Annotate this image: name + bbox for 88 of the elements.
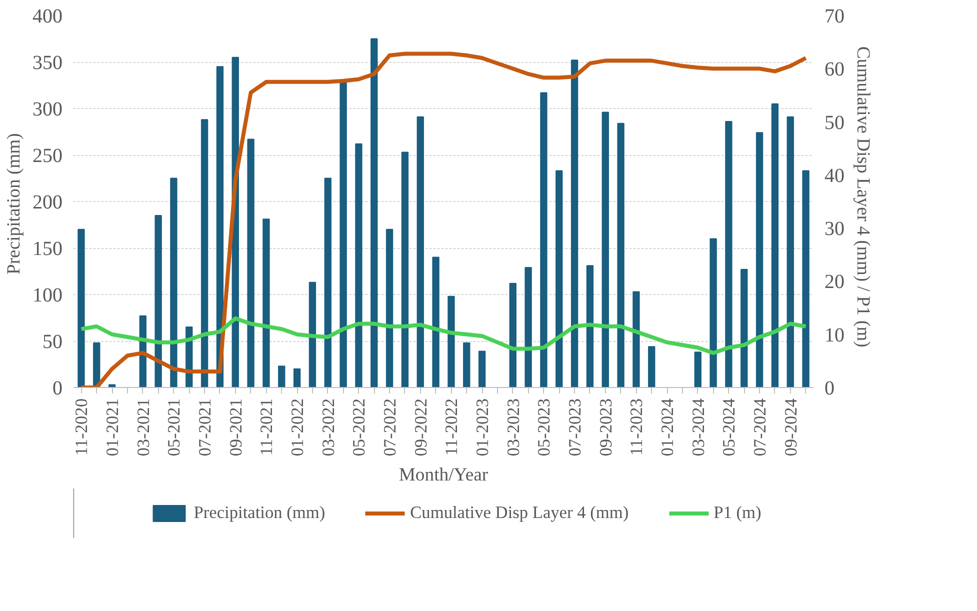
x-tick-label: 01-2024 [658, 398, 678, 456]
bar [556, 170, 563, 388]
bar [570, 60, 578, 388]
x-tick-label: 07-2023 [566, 398, 585, 456]
bar [370, 38, 378, 388]
bar [324, 178, 332, 388]
bar [740, 268, 748, 388]
bar [200, 119, 208, 388]
y2-tick-label: 70 [824, 6, 844, 28]
y-tick-label: 100 [32, 284, 62, 306]
bar [386, 228, 394, 388]
bar [786, 116, 794, 388]
bar [355, 143, 362, 388]
x-tick-label: 11-2021 [257, 398, 276, 456]
bar [78, 228, 85, 388]
bar [478, 350, 486, 388]
x-tick-label: 11-2020 [72, 398, 92, 456]
line-series [79, 52, 808, 388]
legend-label: P1 (m) [714, 503, 762, 523]
y2-axis-title: Cumulative Disp Layer 4 (mm) / P1 (m) [852, 46, 874, 348]
bar [524, 267, 532, 388]
x-tick-label: 05-2023 [534, 398, 554, 456]
bar [108, 384, 116, 388]
y-axis-title: Precipitation (mm) [4, 133, 24, 275]
bar [416, 116, 424, 388]
x-tick-label: 11-2022 [442, 398, 462, 456]
x-tick-label: 05-2021 [164, 398, 184, 456]
y-tick-label: 250 [32, 145, 62, 167]
x-tick-label: 03-2022 [318, 398, 338, 456]
x-tick-label: 03-2021 [134, 398, 153, 456]
bar [463, 342, 470, 388]
legend-label: Cumulative Disp Layer 4 (mm) [410, 503, 629, 523]
bar [540, 92, 548, 388]
x-tick-label: 05-2024 [720, 398, 739, 456]
y-tick-label: 400 [32, 6, 62, 28]
bar [771, 103, 779, 388]
y-tick-label: 150 [32, 238, 62, 260]
line-series [79, 316, 808, 355]
x-tick-label: 03-2023 [504, 398, 523, 456]
bar [694, 352, 702, 388]
bar [617, 122, 624, 388]
x-tick-label: 07-2022 [380, 398, 400, 456]
bar [293, 368, 301, 388]
x-tick-label: 01-2023 [473, 398, 492, 456]
bar [432, 256, 440, 388]
x-tick-label: 05-2022 [350, 398, 369, 456]
x-tick-label: 09-2023 [596, 398, 616, 456]
x-tick-label: 01-2021 [103, 398, 122, 456]
y-tick-label: 50 [42, 331, 62, 353]
bar [448, 296, 455, 388]
bar [602, 112, 609, 388]
y2-tick-label: 50 [824, 112, 844, 134]
x-tick-label: 07-2021 [196, 398, 215, 456]
bar [802, 170, 810, 388]
x-tick-label: 11-2023 [627, 398, 646, 456]
bar [247, 138, 254, 388]
y2-tick-label: 30 [824, 218, 844, 240]
y2-tick-label: 20 [824, 271, 844, 294]
y-tick-label: 200 [32, 192, 62, 214]
x-tick-label: 09-2024 [781, 398, 800, 456]
bar [308, 282, 316, 388]
x-tick-label: 01-2022 [288, 398, 308, 456]
bar [509, 282, 516, 388]
bar [710, 238, 717, 388]
bar [401, 152, 409, 388]
x-axis-title: Month/Year [398, 464, 489, 486]
y2-tick-label: 10 [824, 324, 844, 346]
x-tick-label: 09-2021 [226, 398, 246, 456]
legend-label: Precipitation (mm) [194, 503, 326, 523]
y-tick-label: 0 [52, 378, 62, 400]
bar [93, 342, 100, 388]
bar [648, 346, 656, 388]
y-tick-label: 300 [32, 98, 62, 120]
bar [632, 291, 640, 388]
bar [756, 132, 764, 388]
x-tick-label: 03-2024 [688, 398, 708, 456]
bar [278, 366, 286, 388]
y-tick-label: 350 [32, 52, 62, 74]
bar [170, 178, 178, 388]
x-tick-label: 07-2024 [750, 398, 770, 456]
bar [725, 121, 732, 388]
x-tick-label: 09-2022 [411, 398, 430, 456]
bar [262, 218, 270, 388]
y2-tick-label: 0 [824, 378, 834, 400]
bar [586, 265, 594, 388]
y2-tick-label: 40 [824, 164, 844, 187]
y2-tick-label: 60 [824, 58, 844, 81]
bar [154, 214, 162, 388]
